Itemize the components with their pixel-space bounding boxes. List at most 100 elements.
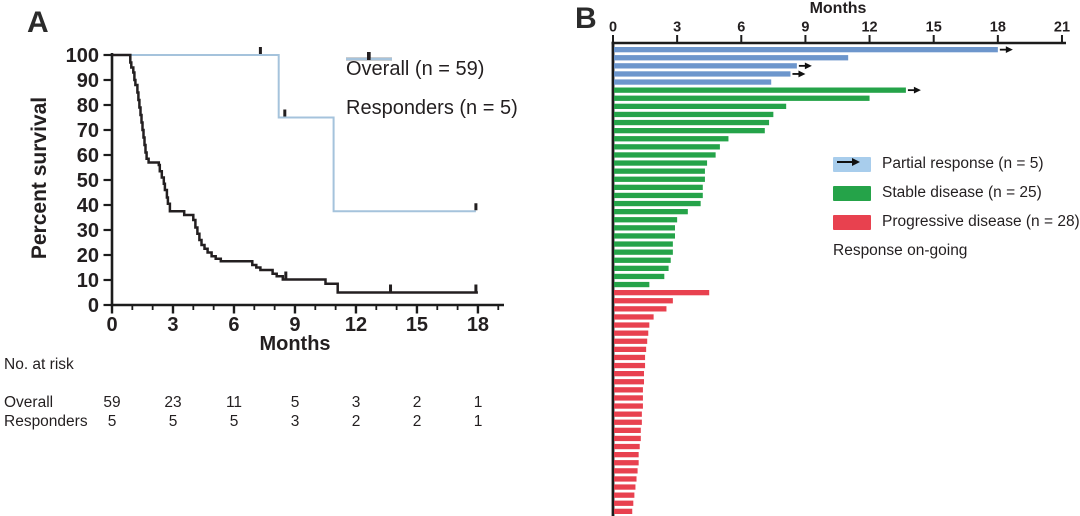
ongoing-arrow-head bbox=[798, 70, 806, 78]
swimmer-bar bbox=[614, 225, 676, 231]
swimmer-bar bbox=[614, 168, 705, 174]
legend-label-progressive-disease: Progressive disease (n = 28) bbox=[882, 213, 1080, 230]
risk-count: 5 bbox=[107, 413, 117, 430]
a-y-tick-label: 60 bbox=[77, 145, 99, 167]
risk-count: 2 bbox=[412, 413, 422, 430]
y-axis-title: Percent survival bbox=[28, 96, 51, 260]
swimmer-bar bbox=[614, 435, 641, 442]
swimmer-bar bbox=[614, 233, 676, 239]
a-y-tick-label: 10 bbox=[77, 270, 99, 292]
swimmer-bar bbox=[614, 362, 646, 369]
b-x-tick-label: 12 bbox=[861, 20, 877, 36]
swimmer-bar bbox=[614, 371, 645, 377]
x-axis-title-a: Months bbox=[259, 333, 331, 355]
swimmer-bar bbox=[614, 241, 673, 247]
swimmer-bar bbox=[614, 500, 634, 506]
a-x-tick-label: 18 bbox=[467, 314, 489, 336]
swimmer-bar bbox=[614, 103, 787, 109]
legend-item-progressive-disease: Progressive disease (n = 28) bbox=[833, 213, 1080, 230]
swimmer-bar bbox=[614, 460, 639, 466]
swimmer-bar bbox=[614, 192, 703, 199]
swimmer-bar bbox=[614, 176, 705, 182]
legend-label-response-ongoing: Response on-going bbox=[833, 242, 968, 259]
swimmer-bar bbox=[614, 395, 643, 401]
a-y-tick-label: 20 bbox=[77, 245, 99, 267]
swimmer-bar bbox=[614, 298, 673, 304]
b-x-tick-label: 15 bbox=[926, 20, 942, 36]
swimmer-bar bbox=[614, 306, 667, 312]
swimmer-bar bbox=[614, 144, 720, 150]
a-y-tick-label: 80 bbox=[77, 95, 99, 117]
swimmer-bar bbox=[614, 346, 647, 352]
stable-disease-swatch bbox=[833, 185, 871, 201]
x-axis-title-b: Months bbox=[809, 0, 867, 17]
risk-count: 3 bbox=[290, 413, 300, 430]
responders-line-marker-icon bbox=[346, 52, 392, 61]
swimmer-bar bbox=[614, 136, 729, 142]
risk-count: 5 bbox=[229, 413, 239, 430]
swimmer-bar bbox=[614, 184, 703, 190]
b-x-tick-label: 9 bbox=[801, 20, 809, 36]
swimmer-bar bbox=[614, 200, 701, 207]
risk-count: 59 bbox=[103, 394, 121, 411]
risk-count: 2 bbox=[412, 394, 422, 411]
swimmer-bar bbox=[614, 111, 774, 118]
a-x-tick-label: 12 bbox=[345, 314, 367, 336]
b-x-tick-label: 18 bbox=[990, 20, 1006, 36]
a-x-tick-label: 9 bbox=[289, 314, 300, 336]
risk-count: 5 bbox=[168, 413, 178, 430]
swimmer-bar bbox=[614, 403, 643, 409]
a-y-tick-label: 50 bbox=[77, 170, 99, 192]
risk-count: 1 bbox=[473, 394, 483, 411]
swimmer-bar bbox=[614, 128, 765, 134]
legend-label-partial-response: Partial response (n = 5) bbox=[882, 155, 1044, 172]
a-y-tick-label: 100 bbox=[66, 45, 99, 67]
swimmer-bar bbox=[614, 476, 637, 482]
risk-table-title: No. at risk bbox=[4, 356, 74, 373]
progressive-disease-swatch bbox=[833, 214, 871, 230]
swimmer-bar bbox=[614, 55, 849, 61]
swimmer-bar bbox=[614, 379, 645, 385]
swimmer-bar bbox=[614, 152, 716, 158]
swimmer-bar bbox=[614, 281, 650, 288]
swimmer-bar bbox=[614, 443, 640, 450]
swimmer-bar bbox=[614, 484, 636, 490]
swimmer-bar bbox=[614, 47, 998, 53]
swimmer-bar bbox=[614, 338, 648, 344]
risk-count: 23 bbox=[164, 394, 182, 411]
risk-row-name-responders: Responders bbox=[4, 413, 88, 430]
legend-label-overall: Overall (n = 59) bbox=[346, 58, 485, 80]
a-x-tick-label: 3 bbox=[167, 314, 178, 336]
ongoing-arrow-head bbox=[913, 86, 921, 94]
swimmer-bar bbox=[614, 354, 646, 361]
swimmer-bar bbox=[614, 419, 642, 425]
swimmer-bar bbox=[614, 387, 643, 393]
swimmer-bar bbox=[614, 314, 654, 320]
legend-label-stable-disease: Stable disease (n = 25) bbox=[882, 184, 1042, 201]
panel-b-label: B bbox=[575, 2, 597, 35]
a-y-tick-label: 90 bbox=[77, 70, 99, 92]
swimmer-bar bbox=[614, 217, 678, 223]
km-curve-responders bbox=[112, 54, 476, 213]
risk-row-name-overall: Overall bbox=[4, 394, 54, 411]
swimmer-bar bbox=[614, 87, 906, 93]
swimmer-bar bbox=[614, 468, 638, 474]
risk-count: 2 bbox=[351, 413, 361, 430]
legend-label-responders: Responders (n = 5) bbox=[346, 97, 518, 119]
swimmer-bar bbox=[614, 63, 797, 69]
a-y-tick-label: 30 bbox=[77, 220, 99, 242]
swimmer-bar bbox=[614, 209, 688, 215]
swimmer-bar bbox=[614, 160, 708, 166]
swimmer-bar bbox=[614, 265, 669, 271]
swimmer-bar bbox=[614, 249, 673, 255]
swimmer-bar bbox=[614, 492, 635, 498]
a-x-tick-label: 6 bbox=[228, 314, 239, 336]
swimmer-bar bbox=[614, 452, 639, 458]
a-x-tick-label: 15 bbox=[406, 314, 428, 336]
swimmer-bar bbox=[614, 119, 770, 126]
swimmer-bar bbox=[614, 71, 791, 77]
swimmer-bar bbox=[614, 273, 665, 280]
a-y-tick-label: 40 bbox=[77, 195, 99, 217]
